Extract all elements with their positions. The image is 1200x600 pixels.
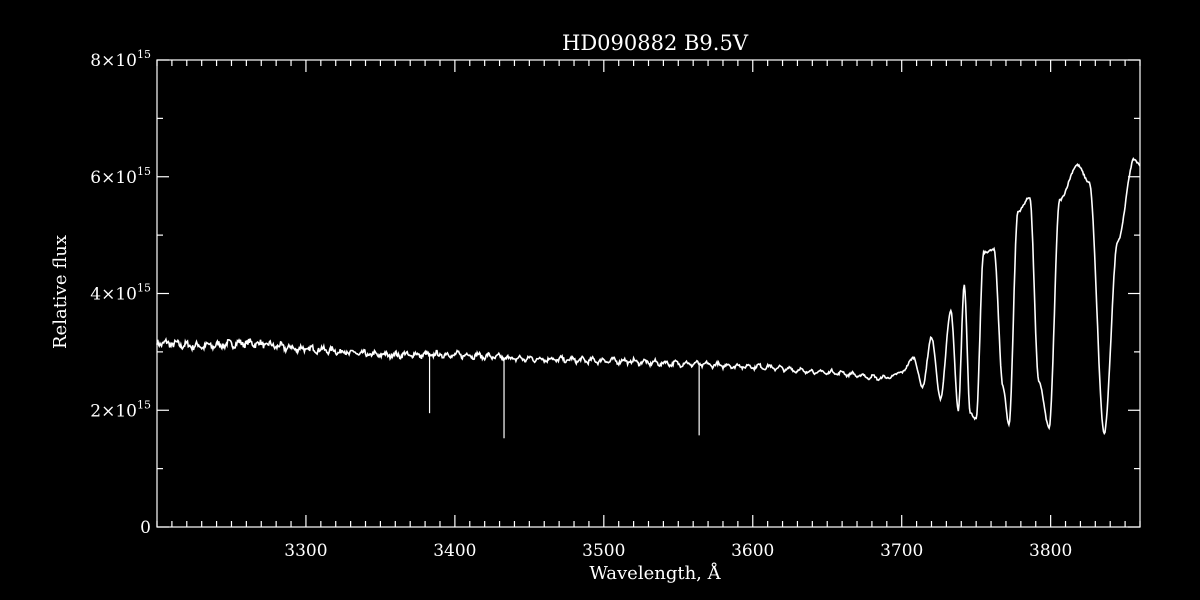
plot-frame [156,59,1141,528]
y-axis-label: Relative flux [50,235,71,349]
y-tick-label: 4×1015 [90,282,151,305]
y-tick-label: 0 [140,518,151,538]
x-tick-label: 3600 [731,541,774,561]
chart-axes: 3300 3400 3500 3600 3700 3800 0 2×1015 4×1015 6×1… [90,48,1141,561]
y-tick-label: 6×1015 [90,165,151,188]
chart-title: HD090882 B9.5V [562,31,749,55]
x-tick-label: 3800 [1029,541,1072,561]
x-axis-label: Wavelength, Å [589,562,721,584]
spectrum-line [156,157,1141,436]
x-tick-label: 3400 [433,541,476,561]
x-tick-label: 3300 [284,541,327,561]
chart-series [156,157,1141,439]
x-tick-label: 3500 [582,541,625,561]
y-tick-label: 2×1015 [90,398,151,421]
y-tick-label: 8×1015 [90,48,151,71]
x-tick-label: 3700 [880,541,923,561]
